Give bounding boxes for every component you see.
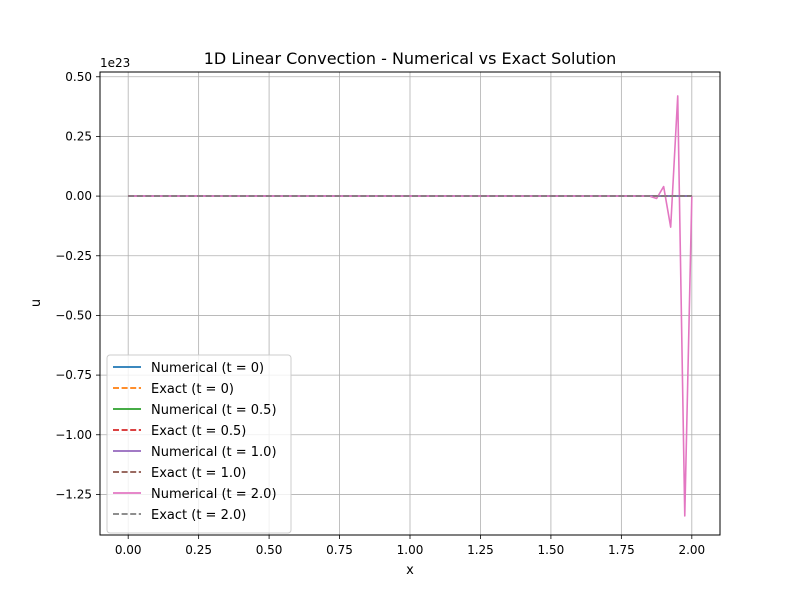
y-axis-label: u xyxy=(29,299,44,307)
x-tick-label: 1.00 xyxy=(397,543,424,557)
y-tick-label: −0.25 xyxy=(55,249,92,263)
legend-entry-label: Numerical (t = 2.0) xyxy=(151,487,277,502)
grid xyxy=(100,72,720,535)
x-tick-label: 1.75 xyxy=(608,543,635,557)
x-axis-ticks: 0.00 0.25 0.50 0.75 1.00 1.25 1.50 1.75 2.00 xyxy=(115,535,705,557)
legend-entry-label: Numerical (t = 0) xyxy=(151,361,264,376)
y-tick-label: −0.75 xyxy=(55,368,92,382)
plot-lines xyxy=(128,95,693,517)
x-tick-label: 0.00 xyxy=(115,543,142,557)
legend: Numerical (t = 0) Exact (t = 0) Numerical … xyxy=(106,354,292,534)
legend-entry-label: Exact (t = 0.5) xyxy=(151,424,246,439)
y-tick-label: 0.00 xyxy=(65,189,92,203)
y-tick-label: −0.50 xyxy=(55,308,92,322)
x-tick-label: 0.50 xyxy=(256,543,283,557)
x-axis-label: x xyxy=(406,563,414,578)
chart-title: 1D Linear Convection - Numerical vs Exac… xyxy=(204,49,617,68)
y-tick-label: −1.25 xyxy=(55,487,92,501)
x-tick-label: 2.00 xyxy=(678,543,705,557)
legend-entry-label: Exact (t = 0) xyxy=(151,382,234,397)
legend-entry-label: Numerical (t = 1.0) xyxy=(151,445,277,460)
x-tick-label: 0.75 xyxy=(326,543,353,557)
series-line xyxy=(128,95,693,517)
x-tick-label: 0.25 xyxy=(185,543,212,557)
y-tick-label: −1.00 xyxy=(55,428,92,442)
legend-box xyxy=(106,354,292,534)
legend-entry-label: Exact (t = 2.0) xyxy=(151,508,246,523)
x-tick-label: 1.25 xyxy=(467,543,494,557)
y-tick-label: 0.50 xyxy=(65,70,92,84)
y-tick-label: 0.25 xyxy=(65,129,92,143)
y-offset-label: 1e23 xyxy=(100,56,130,70)
y-axis-ticks: 0.50 0.25 0.00 −0.25 −0.50 −0.75 −1.00 −1.25 xyxy=(55,70,100,501)
legend-entry-label: Exact (t = 1.0) xyxy=(151,466,246,481)
x-tick-label: 1.50 xyxy=(538,543,565,557)
legend-entry-label: Numerical (t = 0.5) xyxy=(151,403,277,418)
